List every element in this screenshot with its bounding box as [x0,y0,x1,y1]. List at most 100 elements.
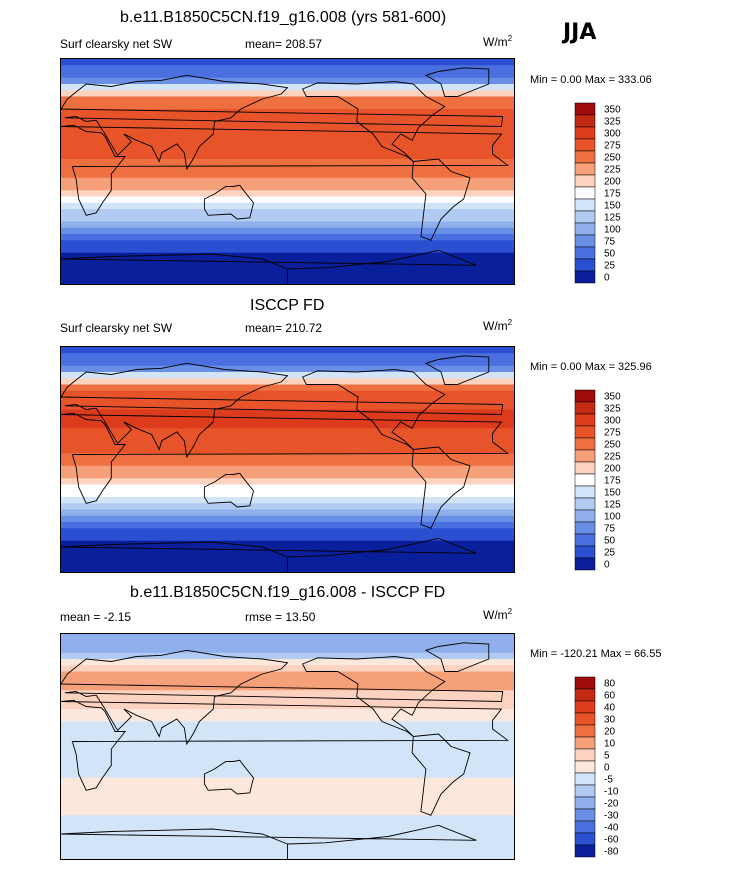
map-band [61,821,514,829]
coastline-europe-asia [61,362,504,459]
coastline-south-america [411,446,471,529]
map-band [61,765,514,773]
coastline-europe-asia [61,74,504,171]
colorbar-tick-label: 75 [604,237,616,248]
map-band [61,378,514,386]
colorbar-tick-label: 175 [604,476,621,487]
colorbar-tick-label: 275 [604,428,621,439]
map-band [61,246,514,254]
colorbar-swatch [574,246,596,260]
map-band [61,121,514,129]
colorbar-swatch [574,114,596,128]
coastline-greenland [424,67,490,97]
map-band [61,434,514,442]
colorbar-swatch [574,736,596,750]
panel-2-colorbar: 350 325 300 275 250 225 200 175 150 125 100 75 50 25 0 [574,389,635,571]
colorbar-tick-label: 200 [604,177,621,188]
coastline-north-america [301,656,446,737]
map-band [61,234,514,241]
coastline-south-america [411,158,471,241]
colorbar-swatch [574,461,596,475]
colorbar-swatch [574,198,596,212]
map-band [61,796,514,804]
panel-2-map [60,346,515,573]
map-band [61,490,514,498]
map-band [61,771,514,779]
colorbar-tick-label: -30 [604,811,619,822]
panel-1-variable-label: Surf clearsky net SW [60,37,173,51]
map-band [61,665,514,673]
map-band [61,721,514,729]
colorbar-tick-label: 40 [604,703,616,714]
map-band [61,503,514,511]
map-band [61,252,514,260]
map-band [61,815,514,823]
map-band [61,77,514,85]
colorbar-swatch [574,509,596,523]
panel-3-title: b.e11.B1850C5CN.f19_g16.008 - ISCCP FD [130,584,446,601]
map-band [61,152,514,160]
colorbar-tick-label: 325 [604,404,621,415]
panel-1-mean-label: mean= 208.57 [245,37,323,51]
colorbar-tick-label: 150 [604,488,621,499]
map-band [61,96,514,104]
map-band [61,746,514,754]
panel-3-units: W/m2 [483,607,513,622]
colorbar-tick-label: 225 [604,452,621,463]
panel-1-colorbar: 350 325 300 275 250 225 200 175 150 125 100 75 50 25 0 [574,102,635,284]
colorbar-tick-label: 50 [604,536,616,547]
coastline-greenland [424,355,490,385]
colorbar-swatch [574,724,596,738]
map-band [61,134,514,141]
coastline-north-america [301,81,446,162]
map-band [61,465,514,473]
panel-3-map [60,633,515,860]
colorbar-swatch [574,437,596,451]
map-band [61,540,514,548]
colorbar-tick-label: 25 [604,548,616,559]
colorbar-swatch [574,126,596,140]
colorbar-swatch [574,688,596,702]
map-band [61,802,514,810]
coastline-australia [203,472,254,508]
map-band [61,390,514,398]
colorbar-swatch [574,473,596,487]
panel-3-rmse-label: rmse = 13.50 [245,610,316,624]
map-band [61,177,514,185]
map-band [61,727,514,735]
colorbar-swatch [574,449,596,463]
panel-1-title: b.e11.B1850C5CN.f19_g16.008 (yrs 581-600… [120,9,447,26]
map-band [61,403,514,411]
colorbar-tick-label: 350 [604,105,621,116]
map-band [61,759,514,766]
map-band [61,165,514,173]
colorbar-swatch [574,401,596,415]
coastline-antarctica [61,249,477,284]
coastline-antarctica [61,537,477,572]
colorbar-tick-label: 100 [604,225,621,236]
coastline-africa [61,699,510,791]
coastline-greenland [424,642,490,672]
colorbar-tick-label: 80 [604,679,616,690]
map-band [61,146,514,154]
panel-1-units: W/m2 [483,34,513,49]
panel-2-variable-label: Surf clearsky net SW [60,321,173,335]
colorbar-tick-label: 50 [604,249,616,260]
colorbar-swatch [574,210,596,224]
map-band [61,440,514,448]
map-band [61,646,514,654]
map-band [61,515,514,523]
map-band [61,90,514,98]
colorbar-tick-label: 300 [604,416,621,427]
colorbar-tick-label: -10 [604,787,619,798]
map-band [61,71,514,79]
map-band [61,409,514,417]
colorbar-swatch [574,533,596,547]
map-band [61,221,514,229]
coastline-africa [61,124,510,216]
map-band [61,740,514,748]
map-band [61,347,514,354]
map-band [61,478,514,486]
colorbar-swatch [574,557,596,571]
map-band [61,752,514,760]
